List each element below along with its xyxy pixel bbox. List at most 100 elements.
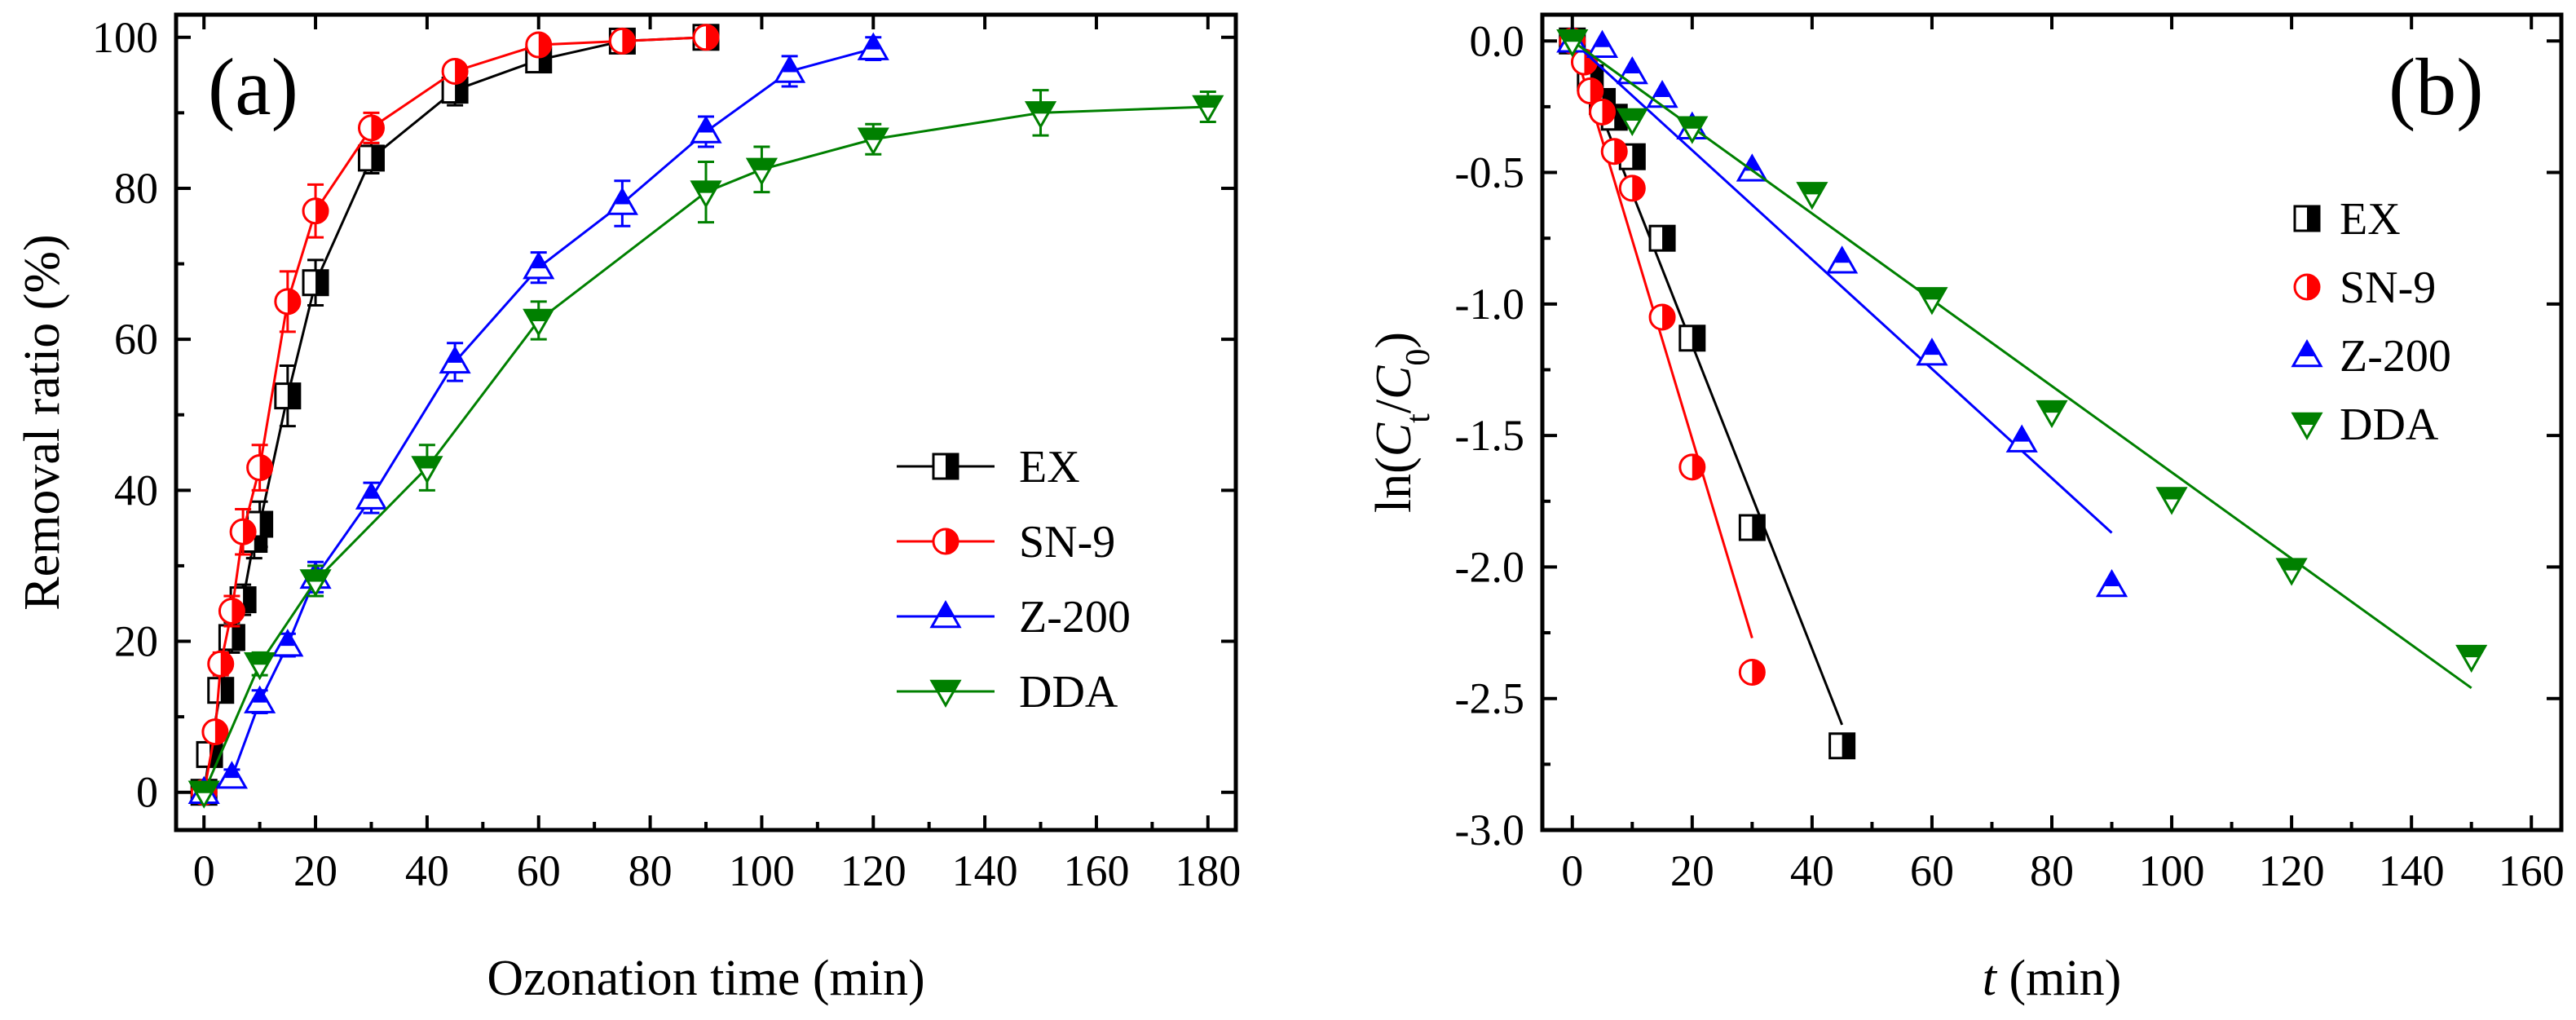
b-data-point	[2005, 424, 2038, 453]
b-y-tick-label: -1.5	[1455, 411, 1524, 460]
a-y-tick-label: 20	[114, 617, 158, 666]
a-data-point	[207, 650, 235, 678]
a-legend-label: Z-200	[1019, 592, 1131, 642]
a-legend-label: EX	[1019, 442, 1080, 492]
panel-a-label: (a)	[208, 42, 298, 132]
b-data-point	[1616, 55, 1648, 85]
b-legend-item: SN-9	[2293, 263, 2436, 313]
a-series-line	[202, 105, 1208, 793]
a-data-point	[411, 456, 443, 484]
b-data-point	[1738, 658, 1766, 686]
b-x-tick-label: 80	[2030, 846, 2074, 895]
b-data-point	[1556, 29, 1589, 58]
b-data-point	[1618, 174, 1646, 202]
panel-a-legend: EX SN-9 Z-200 DDA	[897, 442, 1131, 718]
a-data-point	[215, 761, 249, 789]
a-data-point	[606, 187, 638, 215]
x-axis-variable-t: t	[1983, 951, 1998, 1006]
y-label-slash: /	[1366, 399, 1422, 413]
a-data-point	[357, 114, 385, 142]
b-series-dda	[1556, 29, 2488, 690]
a-x-tick-label: 140	[952, 846, 1018, 895]
a-data-point	[441, 57, 469, 85]
b-x-tick-label: 140	[2379, 846, 2445, 895]
a-data-point	[857, 127, 889, 156]
b-fit-line	[1571, 40, 2113, 534]
a-data-point	[302, 197, 329, 225]
a-series-ex	[190, 24, 720, 806]
b-data-point	[1678, 453, 1706, 481]
a-legend-item: DDA	[897, 667, 1118, 718]
a-x-tick-label: 160	[1063, 846, 1129, 895]
a-series-line	[202, 36, 707, 793]
b-data-point	[1648, 303, 1676, 331]
b-data-point	[1589, 98, 1617, 126]
panel-b-x-axis-title: t (min)	[1983, 951, 2121, 1006]
b-data-point	[1586, 29, 1619, 58]
y-label-c0-subscript: 0	[1400, 349, 1437, 366]
b-y-tick-label: -0.5	[1455, 148, 1524, 197]
a-data-point	[1024, 101, 1057, 130]
b-y-tick-label: -2.0	[1455, 542, 1524, 591]
b-legend-item: EX	[2293, 194, 2401, 245]
a-data-point	[244, 685, 276, 713]
a-series-dda	[187, 89, 1224, 809]
b-data-point	[2275, 558, 2308, 586]
a-x-tick-label: 120	[840, 846, 906, 895]
panel-b-ticks: 0 20 40 60 80 100 120 140 160 0.0 -0.5 -1.0 -1.5 -2.0…	[1455, 15, 2565, 895]
panel-b-legend: EX SN-9 Z-200 DDA	[2291, 194, 2451, 450]
a-x-tick-label: 0	[193, 846, 215, 895]
b-data-point	[1646, 79, 1678, 108]
a-data-point	[218, 624, 245, 651]
b-legend-marker	[2293, 273, 2321, 301]
b-data-point	[1600, 138, 1628, 166]
a-series-line	[203, 47, 874, 794]
b-y-tick-label: 0.0	[1470, 16, 1525, 65]
a-data-point	[1192, 95, 1224, 123]
a-legend-marker	[932, 453, 959, 480]
b-legend-item: Z-200	[2291, 331, 2451, 382]
a-legend-label: SN-9	[1019, 517, 1115, 567]
a-y-tick-label: 40	[114, 466, 158, 514]
a-data-point	[439, 345, 471, 374]
a-y-tick-label: 60	[114, 315, 158, 364]
a-data-point	[857, 32, 889, 60]
b-data-point	[1916, 287, 1948, 316]
b-x-tick-label: 60	[1910, 846, 1954, 895]
a-data-point	[302, 269, 329, 297]
b-fit-line	[1571, 40, 1753, 638]
a-series-z-200	[187, 32, 889, 804]
b-legend-marker	[2293, 205, 2321, 232]
b-data-point	[2095, 568, 2128, 598]
y-label-ct-subscript: t	[1400, 413, 1437, 423]
b-data-point	[1738, 514, 1766, 541]
a-legend-item: SN-9	[897, 517, 1115, 567]
b-y-tick-label: -2.5	[1455, 674, 1524, 723]
panel-a-x-axis-title: Ozonation time (min)	[487, 951, 924, 1006]
b-fit-line	[1571, 40, 2472, 690]
b-x-tick-label: 20	[1670, 846, 1714, 895]
a-data-point	[355, 481, 388, 510]
a-x-tick-label: 80	[629, 846, 673, 895]
panel-a-y-axis-title: Removal ratio (%)	[15, 234, 70, 610]
a-data-point	[525, 31, 553, 59]
b-x-tick-label: 160	[2499, 846, 2565, 895]
b-x-tick-label: 0	[1561, 846, 1583, 895]
a-data-point	[187, 780, 220, 809]
b-series-sn-9	[1559, 27, 1766, 686]
b-legend-marker	[2291, 412, 2323, 441]
a-legend-item: Z-200	[897, 592, 1131, 642]
b-data-point	[1648, 224, 1676, 252]
a-legend-marker	[932, 528, 959, 555]
b-data-point	[1916, 338, 1948, 366]
a-x-tick-label: 60	[517, 846, 561, 895]
a-series-sn-9	[190, 24, 720, 806]
a-x-tick-label: 20	[293, 846, 337, 895]
y-label-ct: C	[1366, 422, 1422, 457]
a-y-tick-label: 80	[114, 164, 158, 213]
a-data-point	[274, 288, 302, 316]
a-data-point	[218, 597, 245, 625]
a-y-tick-label: 0	[136, 768, 158, 817]
panel-a: 0 20 40 60 80 100 120 140 160 180 0 20 40 60 80 100 (a)…	[15, 12, 1241, 1006]
